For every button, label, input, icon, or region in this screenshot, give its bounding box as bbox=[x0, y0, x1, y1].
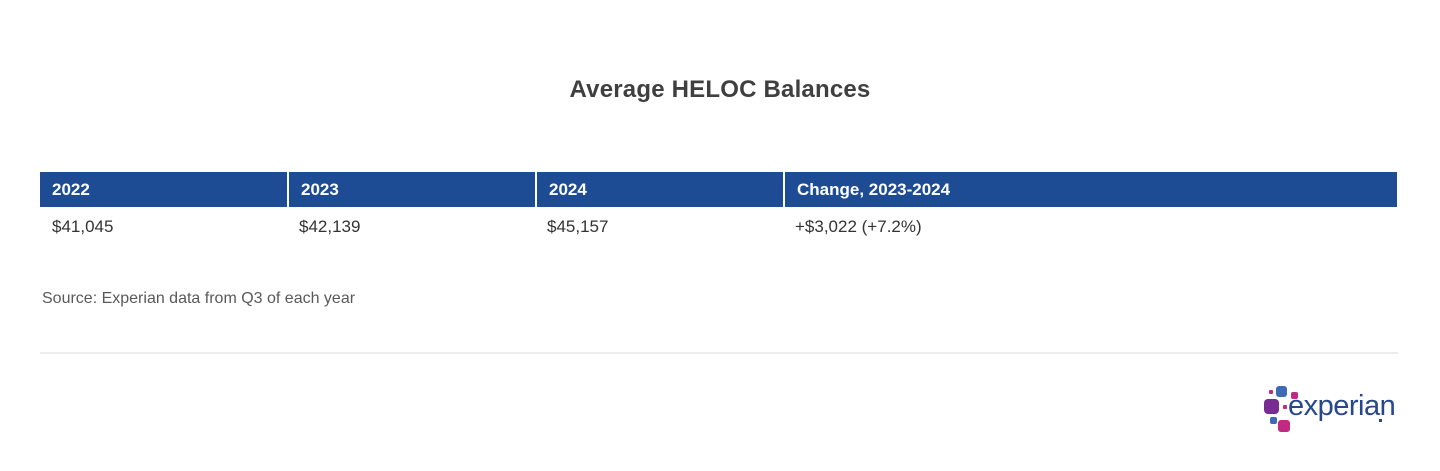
experian-logo-marque-icon bbox=[1263, 385, 1298, 433]
logo-square-blue-small bbox=[1270, 417, 1277, 424]
logo-square-magenta-large bbox=[1278, 420, 1290, 432]
logo-square-magenta-top bbox=[1291, 392, 1298, 399]
column-header-change: Change, 2023-2024 bbox=[783, 172, 1397, 207]
logo-square-purple-large bbox=[1264, 399, 1279, 414]
column-header-2024: 2024 bbox=[535, 172, 783, 207]
experian-logo: experian bbox=[1263, 385, 1403, 437]
cell-balance-2024: $45,157 bbox=[547, 217, 609, 236]
logo-square-blue-large bbox=[1276, 386, 1287, 397]
logo-square-magenta-dot-top bbox=[1269, 390, 1273, 394]
cell-change-2023-2024: +$3,022 (+7.2%) bbox=[795, 217, 922, 236]
experian-trademark-dot bbox=[1379, 419, 1382, 422]
cell-balance-2023: $42,139 bbox=[299, 217, 361, 236]
logo-square-magenta-dot-mid bbox=[1283, 405, 1287, 409]
heloc-balances-table: 2022 2023 2024 Change, 2023-2024 $41,045… bbox=[40, 172, 1397, 247]
source-note: Source: Experian data from Q3 of each ye… bbox=[42, 290, 356, 307]
table-header-row: 2022 2023 2024 Change, 2023-2024 bbox=[40, 172, 1397, 207]
column-header-2023: 2023 bbox=[287, 172, 535, 207]
column-header-2022: 2022 bbox=[52, 180, 90, 199]
table-row: $41,045 $42,139 $45,157 +$3,022 (+7.2%) bbox=[40, 207, 1397, 247]
page-title: Average HELOC Balances bbox=[569, 76, 871, 103]
cell-balance-2022: $41,045 bbox=[52, 217, 114, 236]
experian-wordmark: experian bbox=[1288, 390, 1396, 422]
horizontal-divider bbox=[40, 352, 1398, 354]
